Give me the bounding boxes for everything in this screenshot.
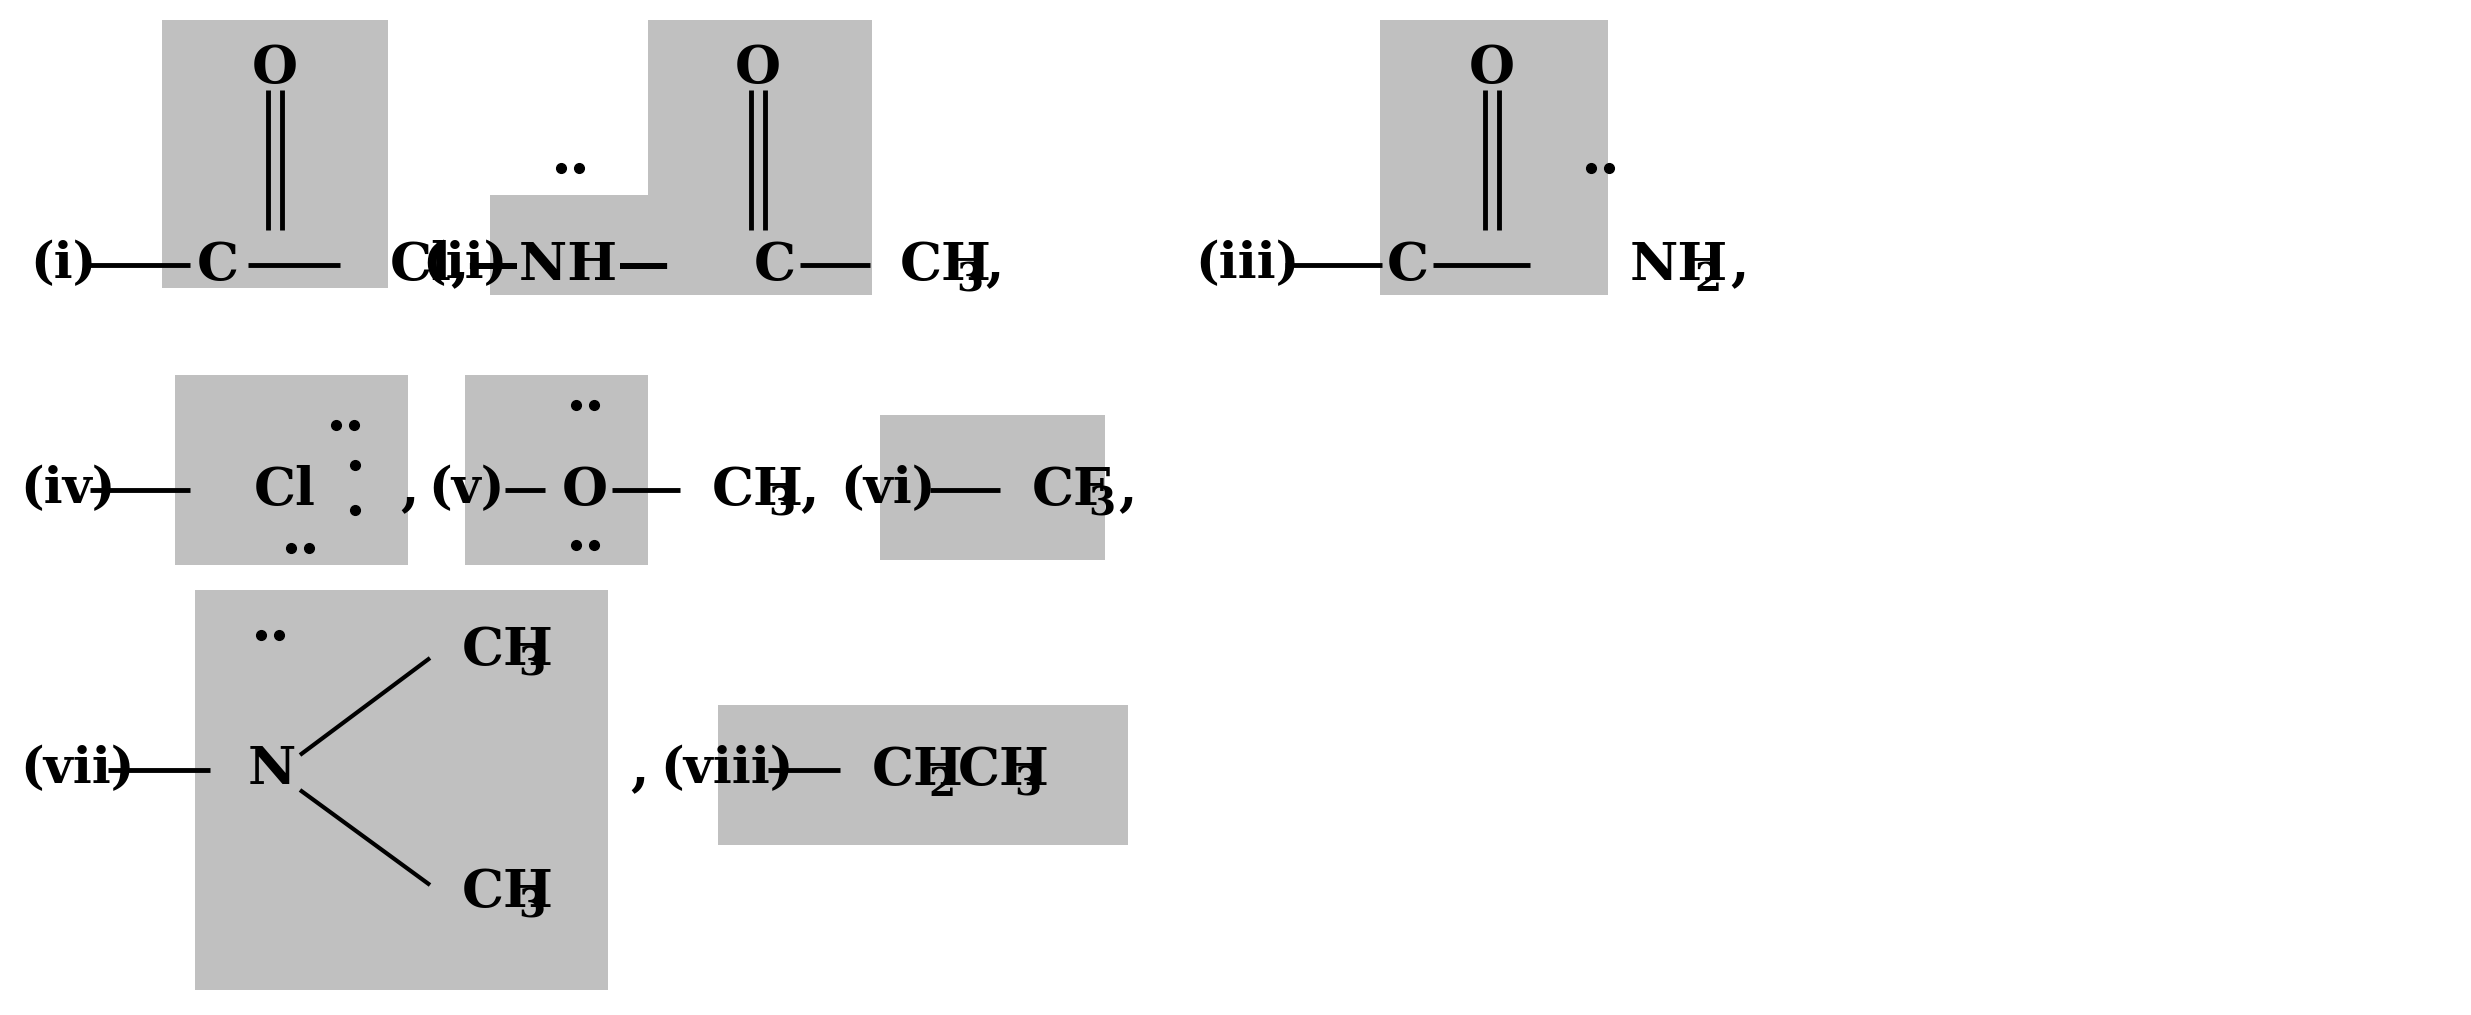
Text: ,: , [986, 240, 1003, 290]
Text: O: O [252, 43, 299, 93]
Text: Cl: Cl [255, 465, 316, 516]
Text: (vii): (vii) [20, 745, 133, 795]
FancyBboxPatch shape [489, 195, 647, 295]
FancyBboxPatch shape [719, 705, 1127, 845]
Text: ,: , [400, 465, 418, 516]
Text: NH: NH [1631, 240, 1727, 290]
Text: CH: CH [872, 744, 964, 796]
Text: (iv): (iv) [20, 466, 116, 515]
Text: C: C [1386, 240, 1428, 290]
Text: O: O [734, 43, 781, 93]
Text: 3: 3 [956, 261, 983, 299]
Text: Cl,: Cl, [390, 240, 469, 290]
Text: (i): (i) [30, 241, 96, 289]
Text: 3: 3 [768, 486, 796, 524]
Text: C: C [754, 240, 796, 290]
Text: 3: 3 [519, 888, 546, 926]
Text: —NH—: —NH— [467, 240, 670, 290]
Text: O: O [561, 465, 608, 516]
Text: ,: , [1117, 465, 1137, 516]
FancyBboxPatch shape [647, 20, 872, 295]
Text: (v): (v) [427, 466, 504, 515]
FancyBboxPatch shape [195, 590, 608, 990]
Text: C: C [198, 240, 240, 290]
FancyBboxPatch shape [163, 20, 388, 288]
FancyBboxPatch shape [1379, 20, 1609, 295]
Text: (ii): (ii) [423, 241, 507, 289]
Text: CF: CF [1033, 465, 1112, 516]
Text: ,: , [630, 744, 647, 796]
Text: CH: CH [959, 744, 1050, 796]
FancyBboxPatch shape [465, 375, 647, 565]
Text: CH: CH [462, 867, 554, 918]
FancyBboxPatch shape [175, 375, 408, 565]
Text: 2: 2 [1695, 261, 1722, 299]
Text: (iii): (iii) [1196, 241, 1300, 289]
Text: 3: 3 [1013, 766, 1040, 804]
Text: CH: CH [899, 240, 991, 290]
Text: (viii): (viii) [660, 745, 793, 795]
Text: (vi): (vi) [840, 466, 937, 515]
Text: O: O [1468, 43, 1515, 93]
Text: CH: CH [712, 465, 803, 516]
Text: ,: , [1730, 240, 1749, 290]
Text: 3: 3 [1087, 486, 1114, 524]
FancyBboxPatch shape [880, 415, 1105, 560]
Text: 2: 2 [929, 766, 956, 804]
Text: 3: 3 [519, 646, 546, 684]
Text: ,: , [801, 465, 818, 516]
Text: CH: CH [462, 624, 554, 676]
Text: N: N [247, 744, 297, 796]
